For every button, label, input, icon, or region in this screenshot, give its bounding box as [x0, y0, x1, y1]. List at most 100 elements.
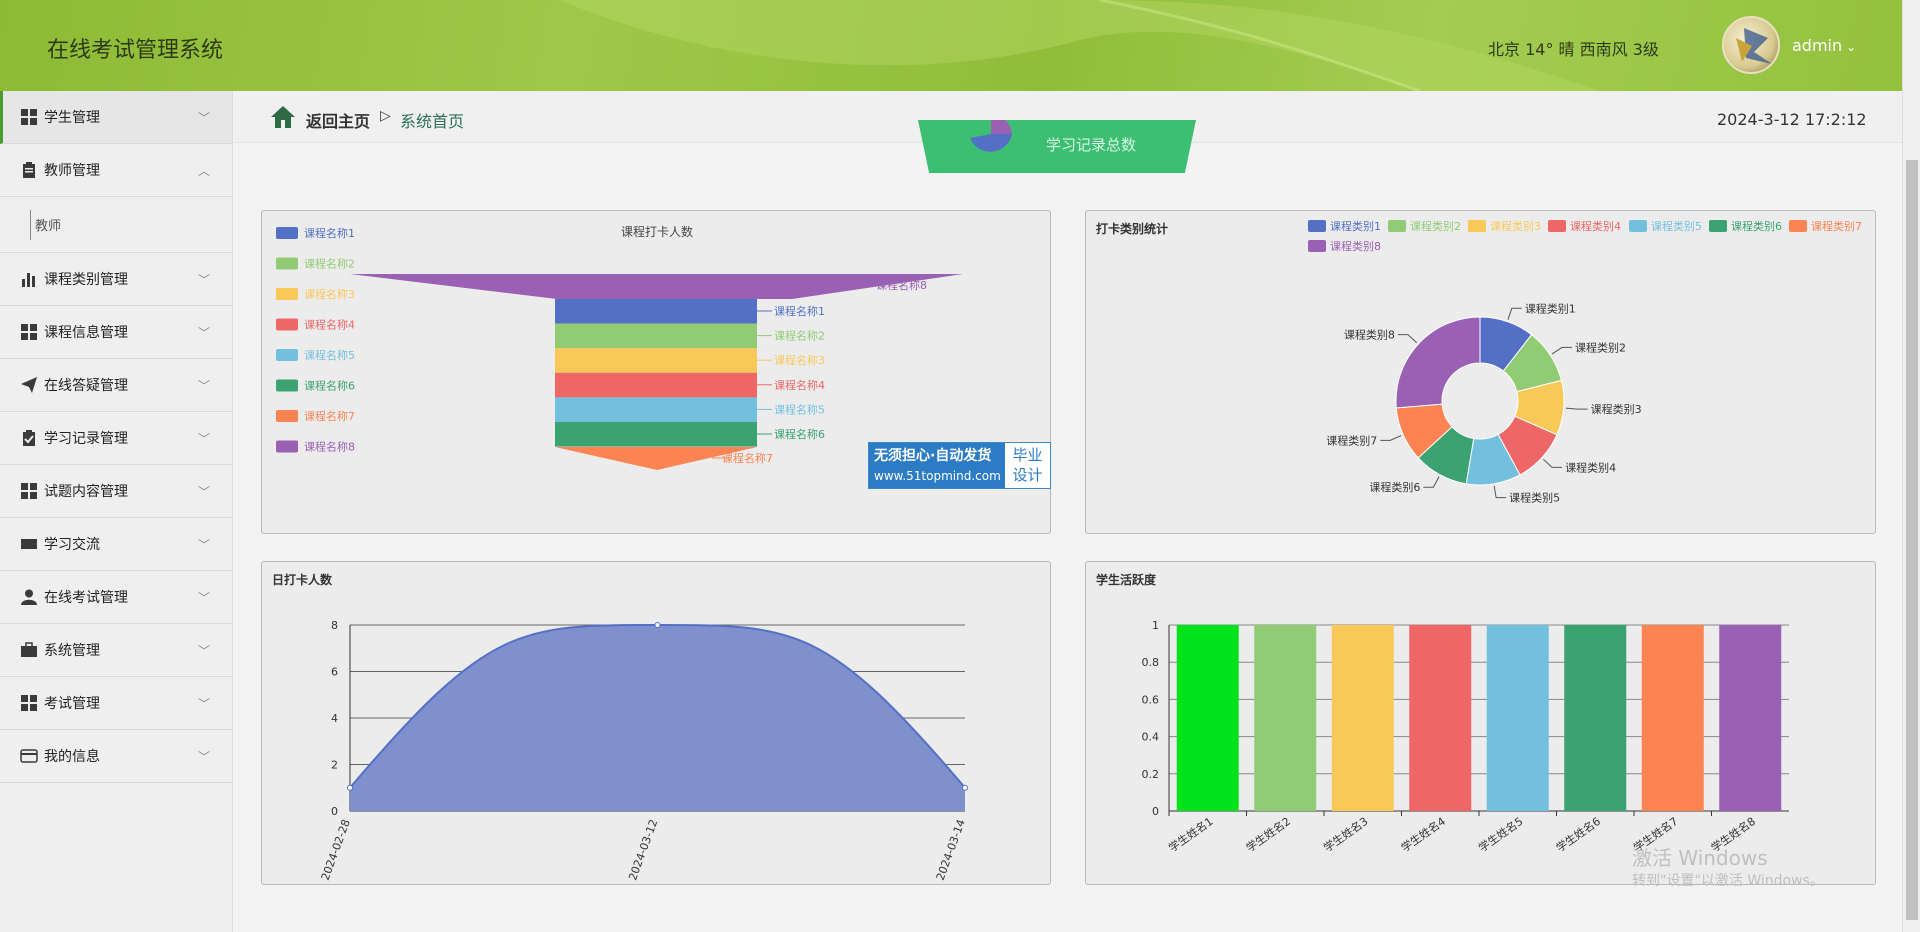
y-tick-label: 1: [1152, 619, 1159, 632]
legend-label: 课程类别5: [1651, 219, 1702, 233]
legend-label: 课程类别3: [1490, 219, 1541, 233]
x-tick-label: 学生姓名4: [1398, 814, 1448, 855]
pie-label: 课程类别1: [1525, 301, 1576, 315]
grid-icon: [20, 108, 38, 126]
breadcrumb-home-link[interactable]: 返回主页: [306, 112, 371, 131]
watermark-left: 无须担心·自动发货 www.51topmind.com: [869, 443, 1005, 488]
briefcase-icon: [20, 641, 38, 659]
sidebar-item-exchange[interactable]: 学习交流 ﹀: [0, 518, 232, 571]
sidebar-subitem-teacher[interactable]: 教师: [0, 197, 232, 253]
legend-label: 课程名称3: [304, 287, 355, 301]
header-decoration: [560, 0, 1600, 91]
x-tick-label: 2024-03-12: [626, 818, 660, 883]
sidebar-item-my-info[interactable]: 我的信息 ﹀: [0, 730, 232, 783]
x-tick-label: 2024-02-28: [319, 818, 353, 883]
sidebar-item-study-record[interactable]: 学习记录管理 ﹀: [0, 412, 232, 465]
legend-swatch: [276, 349, 298, 361]
chevron-down-icon: ﹀: [197, 273, 210, 287]
chevron-down-icon: ﹀: [197, 432, 210, 446]
chevron-down-icon: ﹀: [197, 697, 210, 711]
pie-chart: 打卡类别统计 课程类别1 课程类别2 课程类别3 课程类别4 课程类别5 课程类别6 课程类别…: [1096, 219, 1862, 505]
user-icon: [20, 588, 38, 606]
legend-label: 课程类别4: [1570, 219, 1621, 233]
breadcrumb-current: 系统首页: [400, 112, 465, 131]
sidebar-item-label: 学习记录管理: [44, 431, 128, 447]
y-tick-label: 2: [331, 759, 338, 772]
y-tick-label: 0: [331, 805, 338, 818]
watermark-url: www.51topmind.com: [874, 469, 1001, 483]
bar-chart: 学生活跃度 0 0.2 0.4 0.6 0.8 1 学生姓名1 学生姓名2 学生姓名3 学生姓名4 学…: [1096, 572, 1789, 855]
sidebar-item-qa[interactable]: 在线答疑管理 ﹀: [0, 359, 232, 412]
chart-panel-daily-checkin: 日打卡人数 0 2 4 6 8 2024-02-28 2024-03-12 2024-03-14: [261, 561, 1051, 885]
data-point: [654, 622, 661, 628]
x-tick-label: 学生姓名1: [1166, 814, 1216, 855]
user-menu[interactable]: admin ⌄: [1792, 36, 1856, 55]
funnel-segment: [555, 299, 757, 324]
home-icon[interactable]: [270, 105, 296, 129]
grid-icon: [20, 482, 38, 500]
bar-chart-icon: [20, 270, 38, 288]
pie-label: 课程类别4: [1565, 460, 1616, 474]
clipboard-icon: [20, 161, 38, 179]
avatar[interactable]: [1722, 16, 1780, 74]
top-header: 在线考试管理系统 北京 14° 晴 西南风 3级 admin ⌄: [0, 0, 1902, 91]
legend-swatch: [1388, 220, 1406, 232]
sidebar-item-student[interactable]: 学生管理 ﹀: [0, 91, 232, 144]
funnel-segment: [555, 348, 757, 373]
pie-label: 课程类别7: [1326, 433, 1377, 447]
sidebar-item-label: 课程信息管理: [44, 325, 128, 341]
legend-label: 课程名称5: [304, 348, 355, 362]
chevron-down-icon: ﹀: [197, 538, 210, 552]
stat-card-study-records[interactable]: 学习记录总数: [918, 120, 1196, 173]
area-chart: 日打卡人数 0 2 4 6 8 2024-02-28 2024-03-12 2024-03-14: [272, 572, 968, 883]
app-title: 在线考试管理系统: [47, 38, 224, 63]
page-scrollbar[interactable]: [1902, 0, 1920, 932]
legend-label: 课程名称7: [304, 409, 355, 423]
funnel-label: 课程名称7: [722, 451, 773, 465]
sidebar-item-teacher[interactable]: 教师管理 ︿: [0, 144, 232, 197]
funnel-segment: [350, 274, 963, 299]
sidebar-item-label: 教师管理: [44, 163, 100, 179]
chevron-down-icon: ﹀: [197, 326, 210, 340]
label-line: [1493, 485, 1507, 499]
bar: [1331, 625, 1394, 811]
chart-title: 日打卡人数: [272, 572, 333, 587]
watermark-right1: 毕业: [1012, 446, 1043, 464]
sidebar-item-exam[interactable]: 考试管理 ﹀: [0, 677, 232, 730]
legend-swatch: [1548, 220, 1566, 232]
username: admin: [1792, 36, 1843, 55]
chart-title: 课程打卡人数: [621, 224, 693, 239]
y-tick-label: 0.4: [1142, 731, 1160, 744]
pie-chart-icon: [970, 120, 1012, 152]
label-line: [1565, 407, 1588, 410]
avatar-image: [1736, 28, 1772, 64]
x-tick-label: 学生姓名6: [1553, 814, 1603, 855]
sidebar-subitem-label: 教师: [35, 219, 62, 234]
sidebar-item-label: 学习交流: [44, 537, 100, 553]
chart-panel-student-activity: 学生活跃度 0 0.2 0.4 0.6 0.8 1 学生姓名1 学生姓名2 学生姓名3 学生姓名4 学…: [1085, 561, 1876, 885]
sidebar-item-course-info[interactable]: 课程信息管理 ﹀: [0, 306, 232, 359]
scrollbar-thumb[interactable]: [1906, 160, 1918, 920]
legend-swatch: [1709, 220, 1727, 232]
label-line: [1397, 334, 1418, 344]
legend-swatch: [1308, 220, 1326, 232]
sidebar-item-system[interactable]: 系统管理 ﹀: [0, 624, 232, 677]
chevron-down-icon: ⌄: [1846, 40, 1857, 54]
tree-line: [30, 209, 31, 240]
funnel-segment: [555, 422, 757, 447]
label-line: [1380, 435, 1402, 441]
sidebar-item-question-content[interactable]: 试题内容管理 ﹀: [0, 465, 232, 518]
chevron-up-icon: ︿: [197, 164, 210, 178]
current-datetime: 2024-3-12 17:2:12: [1717, 110, 1867, 129]
sidebar-item-online-exam[interactable]: 在线考试管理 ﹀: [0, 571, 232, 624]
sidebar-item-label: 我的信息: [44, 749, 100, 765]
pie-label: 课程类别3: [1591, 402, 1642, 416]
funnel-chart: 课程打卡人数课程名称1课程名称2课程名称3课程名称4课程名称5课程名称6课程名称…: [276, 224, 963, 470]
chevron-down-icon: ﹀: [197, 644, 210, 658]
legend-swatch: [276, 227, 298, 239]
y-tick-label: 0.8: [1142, 656, 1160, 669]
legend-label: 课程类别7: [1811, 219, 1862, 233]
breadcrumb-separator: ▷: [380, 108, 391, 124]
sidebar-item-course-category[interactable]: 课程类别管理 ﹀: [0, 253, 232, 306]
legend-swatch: [1629, 220, 1647, 232]
